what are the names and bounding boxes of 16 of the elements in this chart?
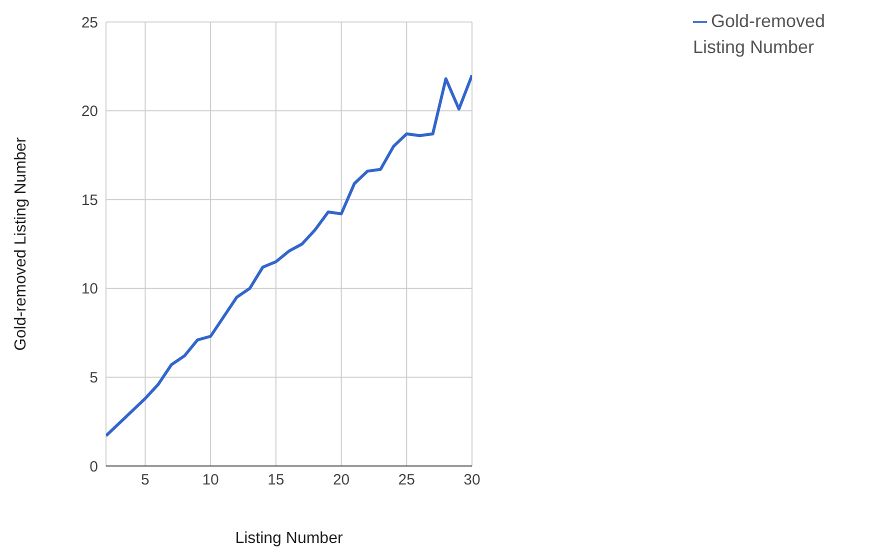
y-tick-label: 0 [90,458,98,476]
y-tick-label: 25 [81,14,98,32]
y-axis-title: Gold-removed Listing Number [12,136,30,351]
legend-label: Gold-removed Listing Number [693,11,826,57]
y-tick-label: 5 [90,370,98,387]
y-tick-label: 20 [81,103,98,120]
x-axis-title: Listing Number [235,530,344,547]
y-tick-label: 15 [81,192,98,209]
x-tick-label: 10 [202,472,219,489]
x-tick-label: 15 [268,472,284,489]
y-tick-label: 10 [81,280,98,298]
x-tick-label: 5 [141,472,150,489]
line-series [106,74,472,438]
x-tick-label: 30 [464,472,480,489]
x-tick-label: 25 [398,472,415,489]
x-tick-label: 20 [332,472,350,489]
